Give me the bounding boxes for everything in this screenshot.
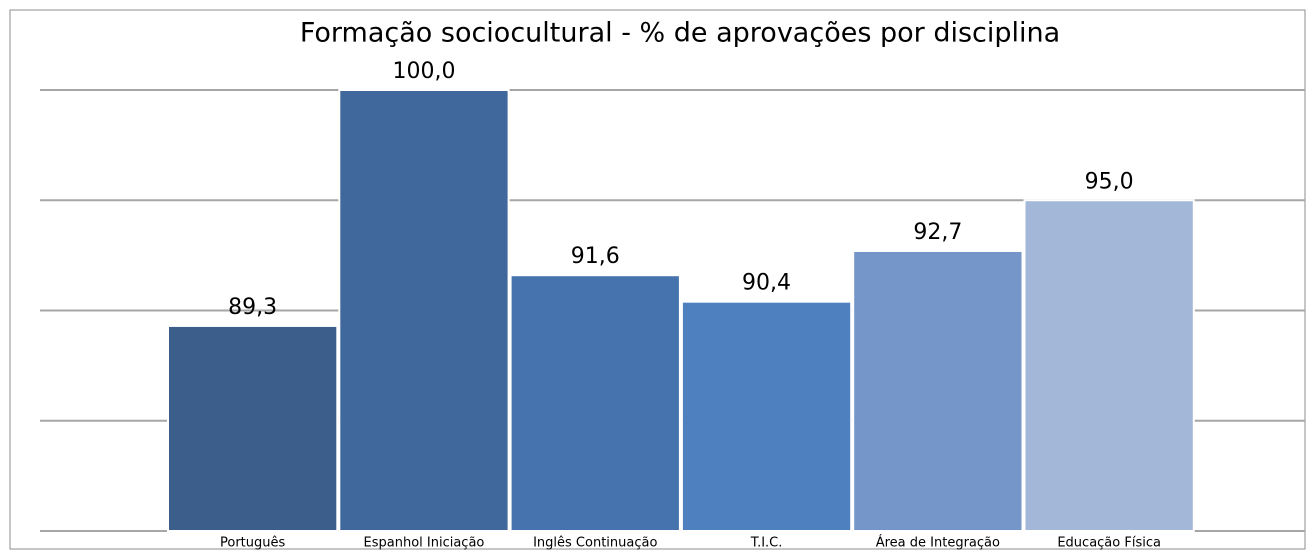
x-tick-label: Português (220, 536, 286, 551)
x-tick-label: Área de Integração (876, 535, 1000, 551)
bar (680, 300, 853, 532)
bar (1023, 199, 1195, 532)
value-label: 91,6 (571, 244, 620, 269)
value-label: 95,0 (1085, 169, 1134, 194)
bar (509, 274, 681, 532)
bar (338, 89, 510, 532)
value-label: 100,0 (392, 59, 455, 84)
value-label: 90,4 (742, 271, 791, 296)
x-tick-label: Inglês Continuação (533, 536, 657, 551)
value-label: 89,3 (228, 295, 277, 320)
value-label: 92,7 (913, 220, 962, 245)
x-tick-label: Espanhol Iniciação (364, 536, 485, 551)
x-tick-label: T.I.C. (750, 536, 783, 551)
bar (167, 324, 339, 532)
x-tick-label: Educação Física (1057, 536, 1161, 551)
chart-title: Formação sociocultural - % de aprovações… (300, 18, 1060, 49)
bar (852, 249, 1024, 532)
